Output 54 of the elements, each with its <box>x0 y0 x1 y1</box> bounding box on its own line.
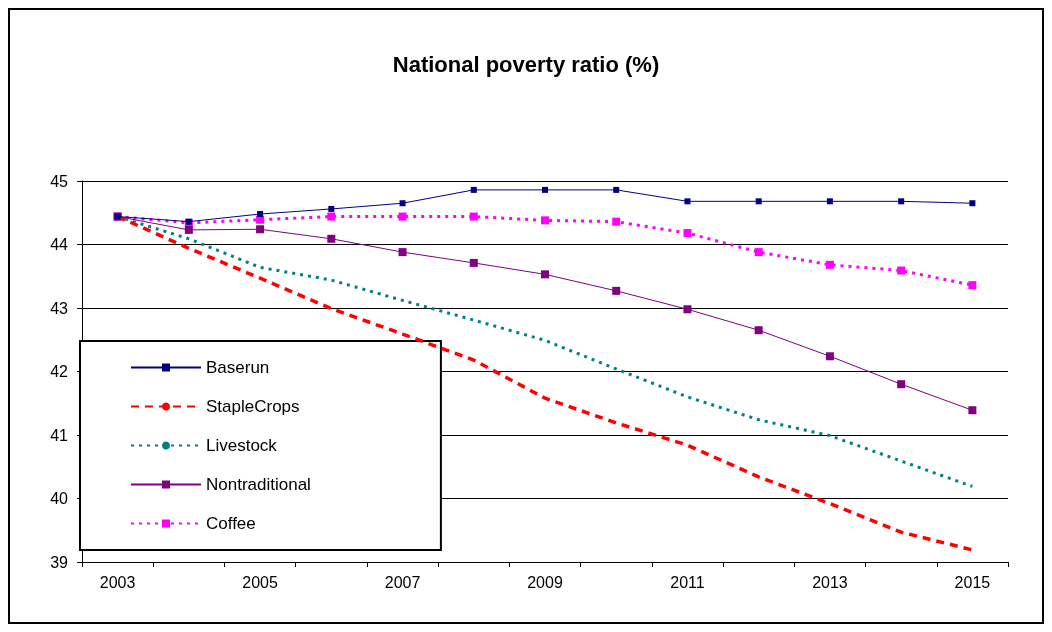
y-tick-label: 42 <box>50 363 69 380</box>
legend-label: Baserun <box>206 358 270 377</box>
y-tick-label: 39 <box>50 553 69 571</box>
point <box>683 305 692 314</box>
y-tick-label: 45 <box>50 172 69 190</box>
chart-title: National poverty ratio (%) <box>392 51 660 77</box>
y-tick-label: 44 <box>50 236 69 253</box>
point <box>398 212 407 221</box>
point <box>897 266 906 275</box>
point <box>257 211 264 218</box>
x-tick-label: 2003 <box>99 573 136 591</box>
legend-label: Coffee <box>206 514 256 533</box>
point <box>825 260 834 269</box>
point <box>327 212 336 221</box>
point <box>612 217 621 226</box>
point <box>328 205 335 212</box>
x-tick-label: 2015 <box>954 573 991 591</box>
point <box>398 248 407 257</box>
point <box>968 281 977 290</box>
point <box>825 352 834 361</box>
point <box>542 186 548 193</box>
y-tick-label: 43 <box>50 299 69 317</box>
point <box>399 200 406 207</box>
x-tick-label: 2007 <box>384 573 421 591</box>
point <box>613 186 620 193</box>
point <box>968 406 977 415</box>
y-tick-label: 40 <box>50 490 69 507</box>
legend-label: StapleCrops <box>206 397 300 416</box>
point <box>898 198 905 205</box>
legend-label: Nontraditional <box>206 475 311 494</box>
point <box>754 248 763 257</box>
point <box>256 215 265 224</box>
point <box>612 286 621 295</box>
point <box>755 198 762 205</box>
point <box>469 258 478 267</box>
point <box>754 326 763 335</box>
x-tick-label: 2013 <box>812 573 848 591</box>
legend-label: Livestock <box>206 436 278 455</box>
point <box>541 270 549 279</box>
point <box>969 200 976 207</box>
point <box>327 234 336 243</box>
point <box>541 216 549 225</box>
point <box>469 212 478 221</box>
y-tick-label: 41 <box>50 426 69 444</box>
point <box>897 380 906 389</box>
x-tick-label: 2009 <box>527 573 563 591</box>
point <box>826 198 833 205</box>
point <box>683 229 692 238</box>
point <box>184 225 193 234</box>
point <box>470 186 477 193</box>
x-tick-label: 2005 <box>242 573 278 591</box>
point <box>684 198 691 205</box>
x-tick-label: 2011 <box>670 573 705 591</box>
point <box>256 225 265 234</box>
